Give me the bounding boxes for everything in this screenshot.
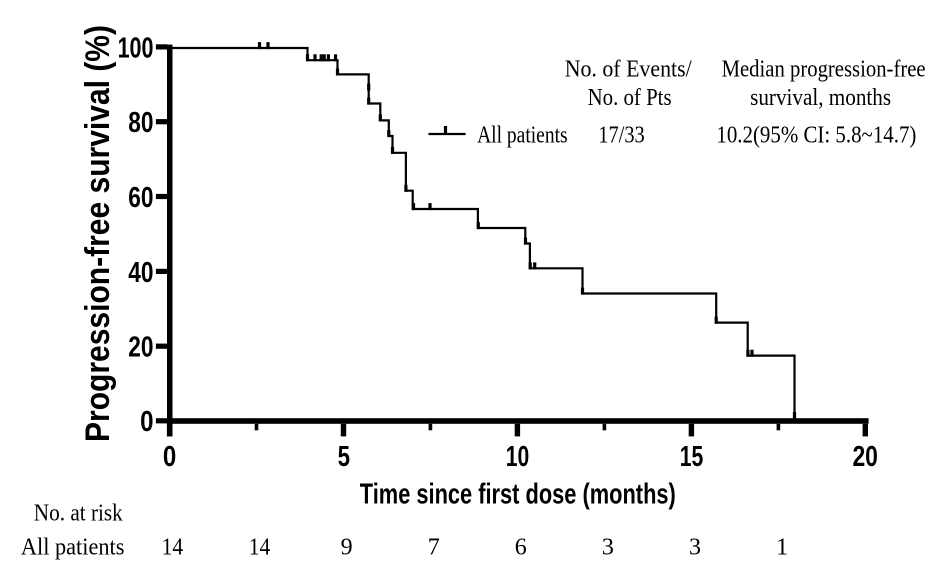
- svg-text:Time since first dose (months): Time since first dose (months): [360, 477, 676, 509]
- svg-text:60: 60: [128, 182, 153, 214]
- svg-text:Median progression-free: Median progression-free: [722, 57, 926, 83]
- svg-text:15: 15: [680, 441, 704, 473]
- svg-text:No. of Pts: No. of Pts: [588, 85, 672, 111]
- svg-text:14: 14: [162, 535, 184, 561]
- svg-text:0: 0: [163, 441, 176, 473]
- svg-text:All patients: All patients: [477, 123, 567, 149]
- svg-text:14: 14: [249, 535, 271, 561]
- svg-text:0: 0: [140, 406, 153, 438]
- svg-text:7: 7: [428, 535, 440, 561]
- svg-text:1: 1: [776, 535, 788, 561]
- svg-text:9: 9: [341, 535, 353, 561]
- svg-text:No. at risk: No. at risk: [34, 501, 123, 527]
- svg-text:No. of Events/: No. of Events/: [565, 57, 692, 83]
- svg-text:Progression-free survival (%): Progression-free survival (%): [79, 25, 117, 442]
- svg-text:survival, months: survival, months: [750, 85, 891, 111]
- svg-text:All patients: All patients: [21, 535, 125, 561]
- svg-text:20: 20: [852, 441, 878, 473]
- svg-text:3: 3: [602, 535, 614, 561]
- svg-text:5: 5: [338, 441, 350, 473]
- svg-text:10: 10: [506, 441, 530, 473]
- svg-text:3: 3: [689, 535, 701, 561]
- svg-text:100: 100: [118, 32, 154, 64]
- svg-text:17/33: 17/33: [598, 123, 645, 149]
- svg-text:6: 6: [515, 535, 527, 561]
- svg-text:10.2(95% CI: 5.8~14.7): 10.2(95% CI: 5.8~14.7): [716, 123, 916, 149]
- svg-text:40: 40: [128, 257, 153, 289]
- svg-text:20: 20: [128, 332, 153, 364]
- svg-text:80: 80: [128, 107, 153, 139]
